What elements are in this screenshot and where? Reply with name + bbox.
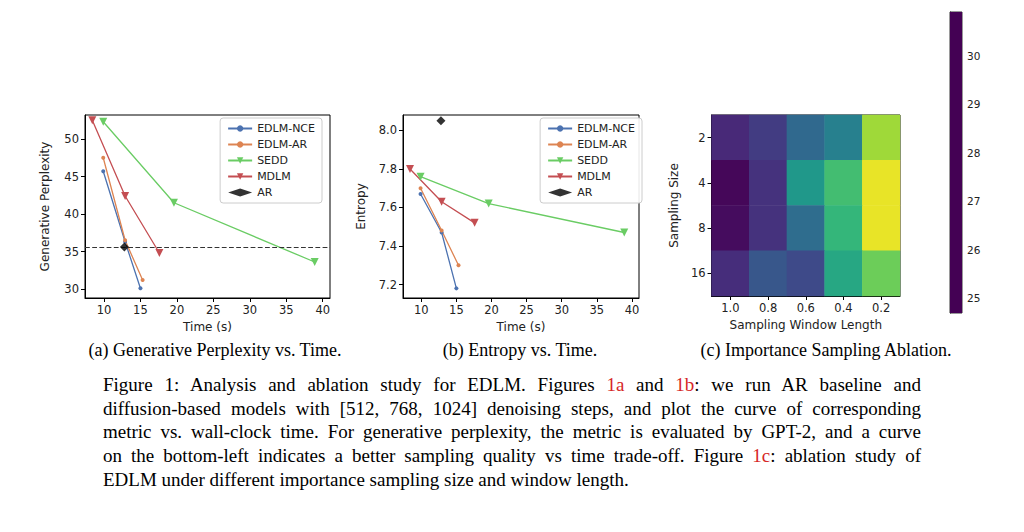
svg-text:Sampling Window Length: Sampling Window Length: [730, 318, 883, 332]
svg-text:35: 35: [590, 303, 605, 317]
svg-text:Sampling Size: Sampling Size: [667, 163, 681, 248]
svg-text:MDLM: MDLM: [577, 170, 611, 183]
svg-text:28: 28: [967, 147, 980, 159]
svg-text:2: 2: [698, 131, 705, 145]
svg-text:Entropy: Entropy: [354, 183, 368, 230]
svg-text:EDLM-NCE: EDLM-NCE: [577, 122, 635, 135]
svg-text:0.2: 0.2: [872, 301, 890, 315]
svg-text:30: 30: [554, 303, 569, 317]
html-text:Figure 1: Analysis and ablatio: Figure 1: Analysis and ablation study fo…: [103, 374, 921, 395]
svg-text:MDLM: MDLM: [257, 170, 291, 183]
svg-text:Generative Perplexity: Generative Perplexity: [38, 142, 52, 272]
svg-text:30: 30: [64, 282, 79, 296]
svg-text:27: 27: [967, 195, 980, 207]
svg-text:SEDD: SEDD: [577, 154, 608, 167]
svg-text:0.6: 0.6: [797, 301, 815, 315]
svg-text:30: 30: [967, 50, 980, 62]
svg-text:15: 15: [133, 303, 148, 317]
svg-text:0.4: 0.4: [834, 301, 852, 315]
svg-text:29: 29: [967, 98, 980, 110]
svg-text:EDLM-AR: EDLM-AR: [577, 138, 627, 151]
svg-text:50: 50: [64, 132, 79, 146]
svg-text:10: 10: [414, 303, 429, 317]
svg-text:1.0: 1.0: [721, 301, 739, 315]
html-text:EDLM under different importanc: EDLM under different importance sampling…: [103, 468, 629, 490]
html-text:diffusion-based models with [5: diffusion-based models with [512, 768, 1…: [103, 397, 921, 419]
html-text:(a) Generative Perplexity vs.: (a) Generative Perplexity vs. Time.: [88, 340, 342, 360]
svg-text:25: 25: [967, 292, 980, 304]
svg-text:30: 30: [242, 303, 257, 317]
svg-text:40: 40: [64, 207, 79, 221]
svg-text:10: 10: [97, 303, 112, 317]
html-text:(c) Importance Sampling Ablati: (c) Importance Sampling Ablation.: [700, 340, 952, 360]
svg-text:Time (s): Time (s): [496, 320, 546, 334]
svg-text:AR: AR: [257, 186, 273, 199]
svg-text:20: 20: [484, 303, 499, 317]
svg-text:25: 25: [206, 303, 221, 317]
svg-text:16: 16: [691, 266, 706, 280]
svg-text:4: 4: [698, 176, 705, 190]
svg-text:45: 45: [64, 170, 79, 184]
svg-text:7.4: 7.4: [379, 239, 397, 253]
html-text:(b) Entropy vs. Time.: (b) Entropy vs. Time.: [442, 340, 598, 360]
svg-text:40: 40: [315, 303, 330, 317]
svg-text:8.0: 8.0: [379, 123, 397, 137]
svg-text:25: 25: [519, 303, 534, 317]
svg-text:8: 8: [698, 221, 705, 235]
svg-text:SEDD: SEDD: [257, 154, 288, 167]
svg-text:EDLM-AR: EDLM-AR: [257, 138, 307, 151]
html-text:metric vs. wall-clock time. Fo: metric vs. wall-clock time. For generati…: [103, 421, 921, 443]
html-text:on the bottom-left indicates a: on the bottom-left indicates a better sa…: [103, 445, 921, 467]
svg-text:7.8: 7.8: [379, 162, 397, 176]
svg-text:EDLM-NCE: EDLM-NCE: [257, 122, 315, 135]
svg-text:26: 26: [967, 244, 981, 256]
svg-text:35: 35: [279, 303, 294, 317]
svg-text:15: 15: [449, 303, 464, 317]
svg-text:40: 40: [625, 303, 640, 317]
svg-text:Time (s): Time (s): [182, 320, 232, 334]
svg-text:35: 35: [64, 245, 79, 259]
svg-text:20: 20: [170, 303, 185, 317]
svg-text:7.6: 7.6: [379, 200, 397, 214]
svg-text:0.8: 0.8: [759, 301, 777, 315]
svg-text:7.2: 7.2: [379, 278, 397, 292]
svg-text:AR: AR: [577, 186, 593, 199]
